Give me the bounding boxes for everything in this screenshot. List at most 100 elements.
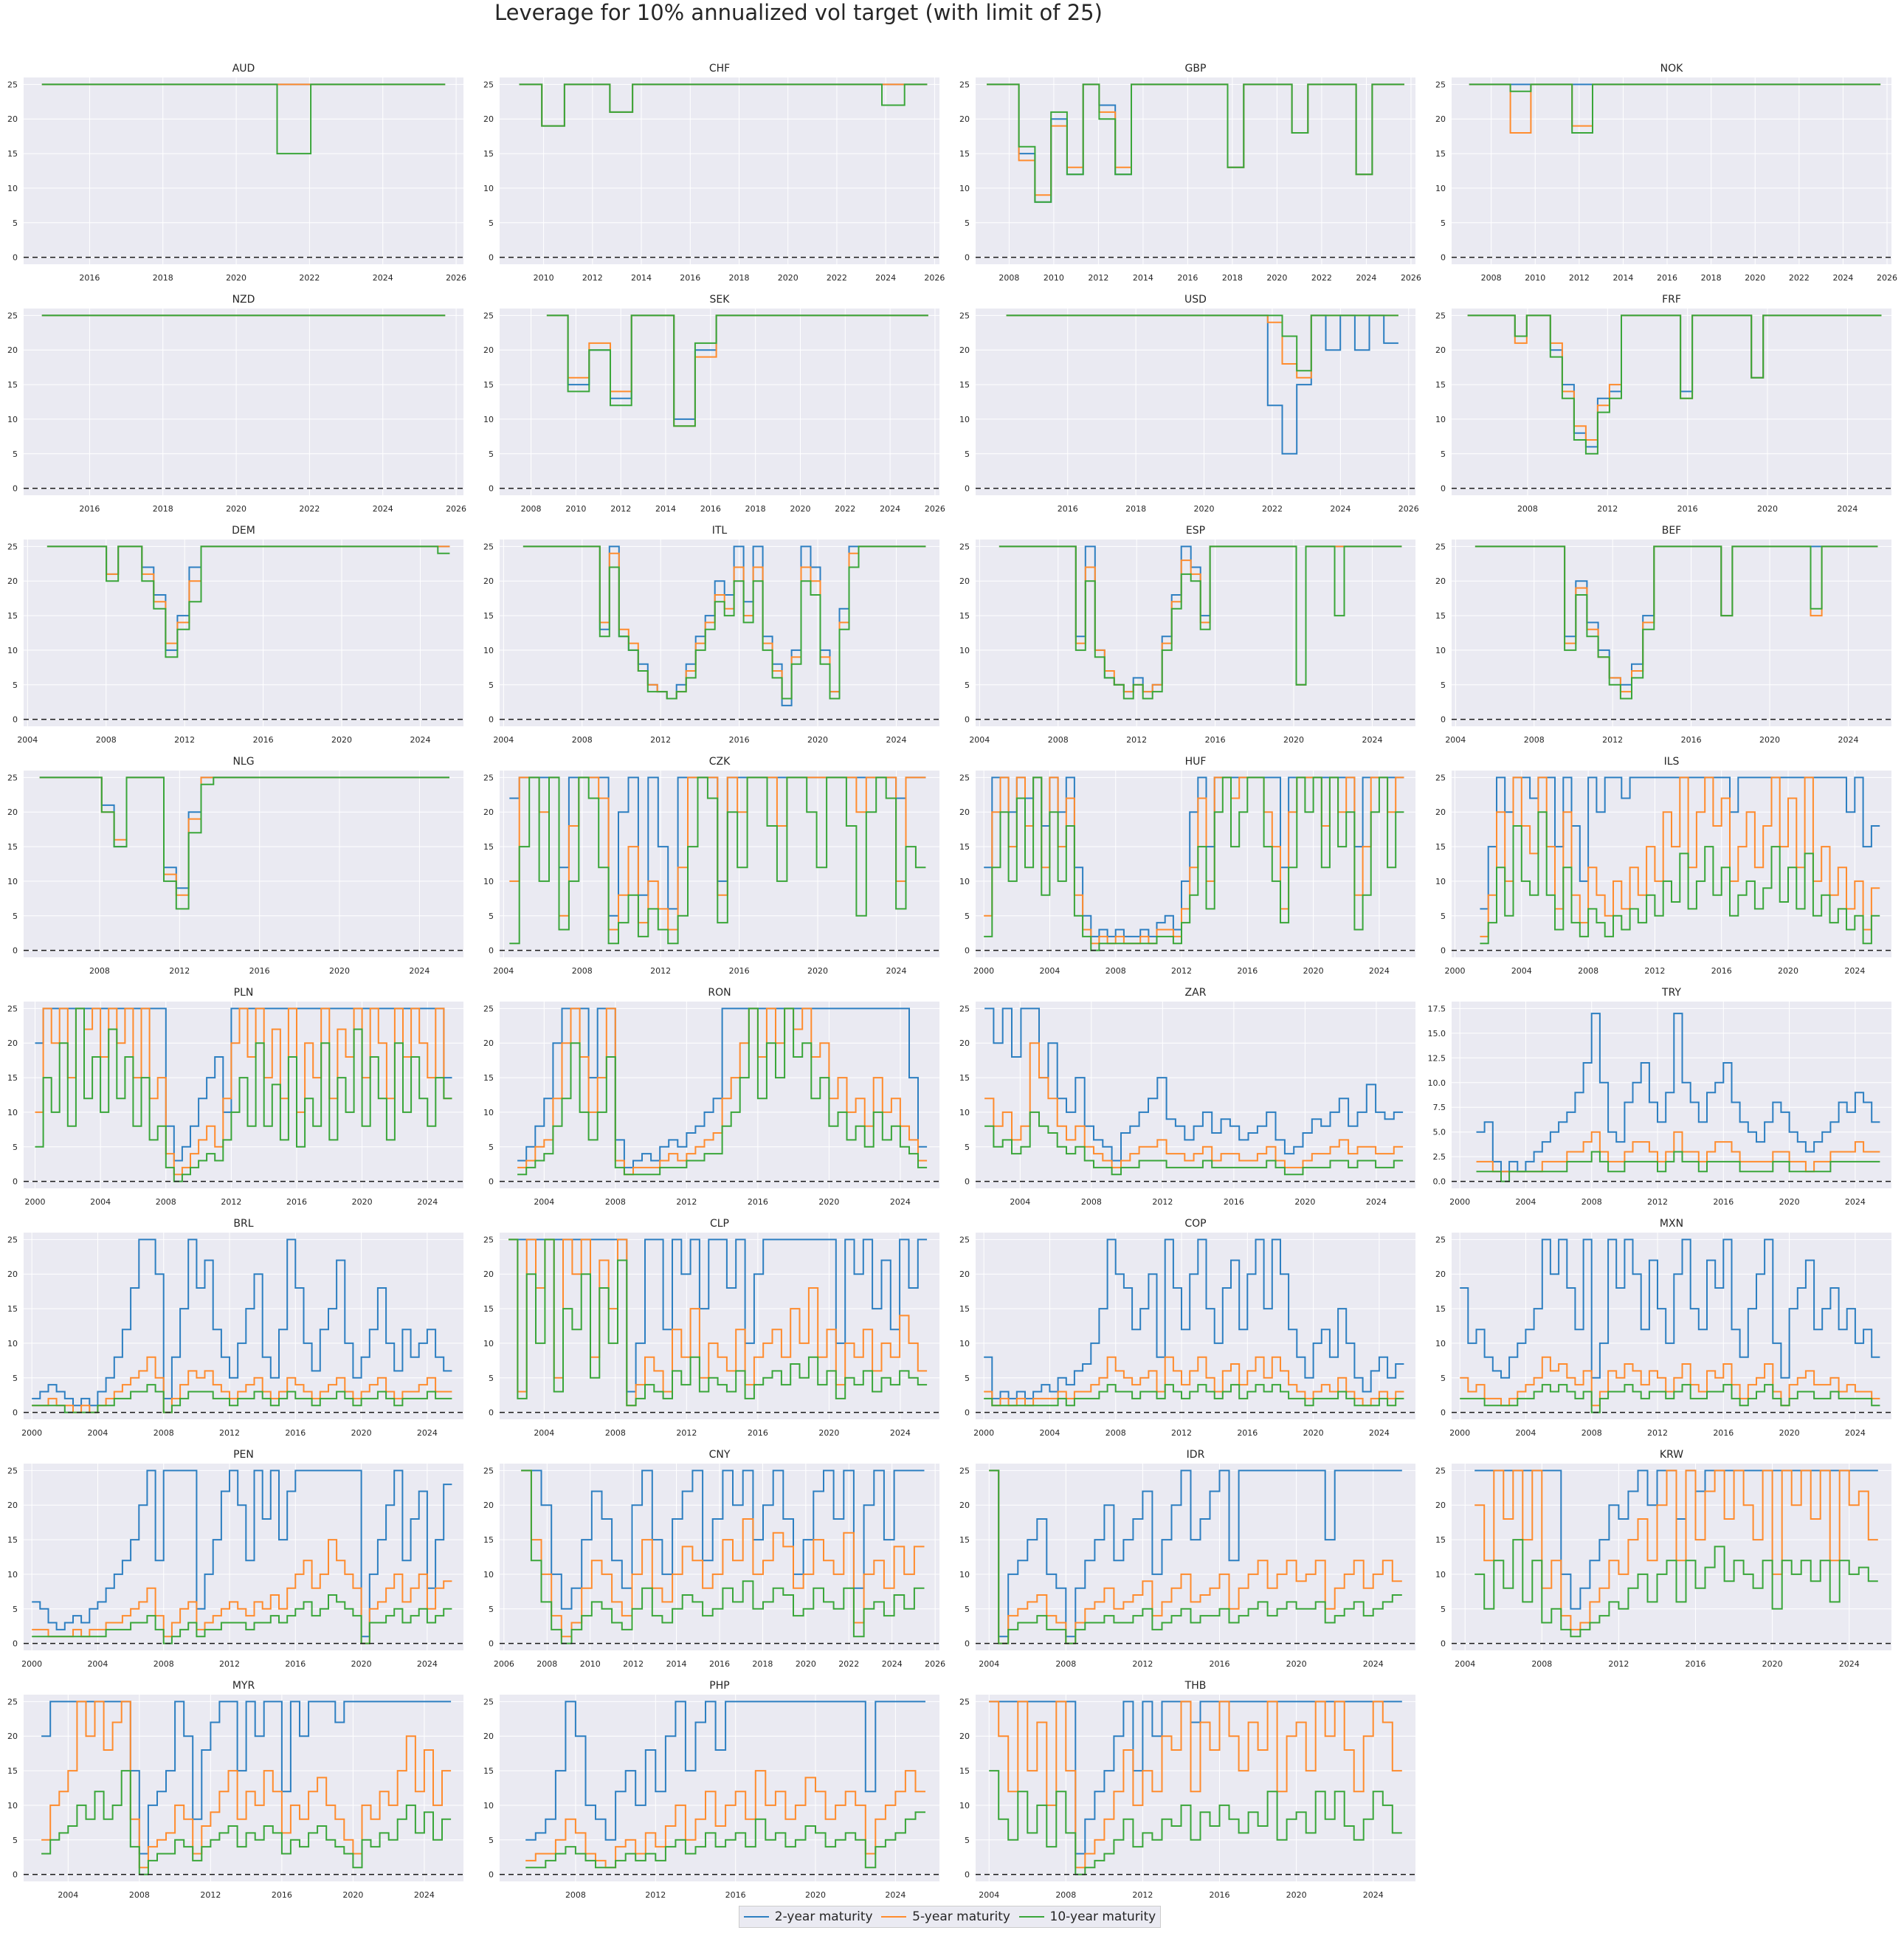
plot-area bbox=[1452, 77, 1891, 264]
x-tick-label: 2020 bbox=[1286, 1659, 1307, 1669]
x-tick-label: 2022 bbox=[299, 504, 320, 514]
y-tick-label: 0 bbox=[489, 946, 494, 956]
x-tick-label: 2008 bbox=[1106, 1428, 1126, 1438]
y-tick-label: 0 bbox=[489, 1639, 494, 1649]
subplot-clp: 0 5 10 15 20 25 2004 2008 2012 2016 2020 2024 CLP bbox=[483, 1218, 939, 1438]
plot-area bbox=[1452, 771, 1891, 957]
y-tick-label: 5 bbox=[965, 1143, 970, 1152]
y-tick-label: 5.0 bbox=[1433, 1128, 1446, 1137]
x-tick-label: 2004 bbox=[1455, 1659, 1475, 1669]
legend-label-2y: 2-year maturity bbox=[774, 1909, 873, 1924]
legend-label-5y: 5-year maturity bbox=[912, 1909, 1010, 1924]
y-tick-label: 10 bbox=[7, 1801, 18, 1811]
y-tick-label: 15 bbox=[7, 1073, 18, 1083]
y-tick-label: 15 bbox=[7, 1535, 18, 1545]
y-tick-label: 25 bbox=[1435, 542, 1446, 551]
subplot-frf: 0 5 10 15 20 25 2008 2012 2016 2020 2024 FRF bbox=[1435, 294, 1891, 514]
y-tick-label: 25 bbox=[959, 1235, 970, 1244]
series-line-10y bbox=[508, 1239, 928, 1407]
y-tick-label: 0 bbox=[13, 1177, 18, 1187]
y-tick-label: 7.5 bbox=[1433, 1103, 1446, 1112]
x-tick-label: 2012 bbox=[1132, 1890, 1153, 1900]
subplot-brl: 0 5 10 15 20 25 2000 2004 2008 2012 2016 2020 2024 BR… bbox=[7, 1218, 463, 1438]
x-tick-label: 2020 bbox=[1759, 735, 1780, 745]
series-line-10y bbox=[989, 1770, 1402, 1875]
x-tick-label: 2024 bbox=[1366, 1197, 1387, 1207]
series-line-10y bbox=[1480, 811, 1880, 945]
subplot-title: ZAR bbox=[1185, 987, 1207, 999]
x-tick-label: 2012 bbox=[1569, 273, 1590, 283]
y-tick-label: 5 bbox=[965, 1605, 970, 1614]
subplot-title: IDR bbox=[1187, 1449, 1205, 1461]
subplot-usd: 0 5 10 15 20 25 2016 2018 2020 2022 2024 2026 USD bbox=[959, 294, 1419, 514]
figure-title: Leverage for 10% annualized vol target (… bbox=[494, 0, 1103, 25]
subplot-title: MXN bbox=[1660, 1218, 1683, 1230]
y-tick-label: 5 bbox=[13, 1836, 18, 1845]
x-tick-label: 2016 bbox=[1711, 966, 1732, 976]
series-line-10y bbox=[1474, 1539, 1878, 1638]
y-tick-label: 20 bbox=[959, 114, 970, 124]
x-tick-label: 2016 bbox=[1677, 504, 1698, 514]
plot-area bbox=[976, 309, 1415, 495]
x-tick-label: 2016 bbox=[1058, 504, 1078, 514]
y-tick-label: 25 bbox=[1435, 80, 1446, 89]
x-tick-label: 2018 bbox=[153, 504, 173, 514]
x-tick-label: 2022 bbox=[838, 1659, 859, 1669]
y-tick-label: 20 bbox=[7, 1270, 18, 1279]
y-tick-label: 20 bbox=[959, 576, 970, 586]
y-tick-label: 20 bbox=[483, 576, 494, 586]
x-tick-label: 2008 bbox=[1531, 1659, 1552, 1669]
subplot-title: PHP bbox=[709, 1680, 729, 1692]
y-tick-label: 5 bbox=[13, 1605, 18, 1614]
y-tick-label: 0 bbox=[965, 1639, 970, 1649]
y-tick-label: 0 bbox=[965, 1177, 970, 1187]
subplot-title: TRY bbox=[1661, 987, 1681, 999]
x-tick-label: 2024 bbox=[886, 735, 906, 745]
y-tick-label: 0 bbox=[965, 946, 970, 956]
series-line-2y bbox=[1480, 776, 1880, 910]
series-line-10y bbox=[41, 83, 446, 155]
y-tick-label: 5 bbox=[13, 1374, 18, 1383]
y-tick-label: 10 bbox=[1435, 1570, 1446, 1580]
series-line-10y bbox=[35, 1007, 452, 1182]
x-tick-label: 2004 bbox=[493, 966, 514, 976]
y-tick-label: 0 bbox=[489, 1408, 494, 1418]
x-tick-label: 2024 bbox=[1356, 273, 1376, 283]
y-tick-label: 20 bbox=[483, 1270, 494, 1279]
plot-area bbox=[500, 309, 939, 495]
y-tick-label: 25 bbox=[1435, 1235, 1446, 1244]
plot-area bbox=[976, 1695, 1415, 1881]
series-line-5y bbox=[989, 1701, 1402, 1869]
x-tick-label: 2016 bbox=[285, 1659, 306, 1669]
y-tick-label: 20 bbox=[1435, 345, 1446, 355]
y-tick-label: 25 bbox=[483, 1004, 494, 1013]
x-tick-label: 2020 bbox=[1194, 504, 1215, 514]
series-line-10y bbox=[984, 1384, 1404, 1407]
y-tick-label: 5 bbox=[489, 912, 494, 921]
plot-area bbox=[976, 540, 1415, 726]
x-tick-label: 2008 bbox=[1055, 1890, 1076, 1900]
x-tick-label: 2022 bbox=[299, 273, 320, 283]
x-tick-label: 2008 bbox=[572, 966, 593, 976]
subplot-title: FRF bbox=[1662, 294, 1681, 306]
y-tick-label: 25 bbox=[7, 80, 18, 89]
y-tick-label: 15 bbox=[1435, 149, 1446, 159]
y-tick-label: 20 bbox=[1435, 1270, 1446, 1279]
y-tick-label: 0 bbox=[1441, 484, 1446, 494]
series-line-10y bbox=[1460, 1384, 1880, 1413]
series-line-5y bbox=[517, 1007, 928, 1176]
y-tick-label: 0 bbox=[13, 253, 18, 263]
subplot-title: CNY bbox=[709, 1449, 731, 1461]
x-tick-label: 2016 bbox=[1713, 1197, 1734, 1207]
subplot-nzd: 0 5 10 15 20 25 2016 2018 2020 2022 2024 2026 NZD bbox=[7, 294, 466, 514]
x-tick-label: 2004 bbox=[969, 735, 990, 745]
x-tick-label: 2020 bbox=[1779, 1197, 1800, 1207]
x-tick-label: 2012 bbox=[650, 966, 671, 976]
plot-area bbox=[976, 1464, 1415, 1650]
x-tick-label: 2016 bbox=[79, 273, 100, 283]
y-tick-label: 10 bbox=[483, 1339, 494, 1348]
x-tick-label: 2016 bbox=[253, 735, 274, 745]
x-tick-label: 2018 bbox=[745, 504, 766, 514]
x-tick-label: 2012 bbox=[610, 504, 631, 514]
